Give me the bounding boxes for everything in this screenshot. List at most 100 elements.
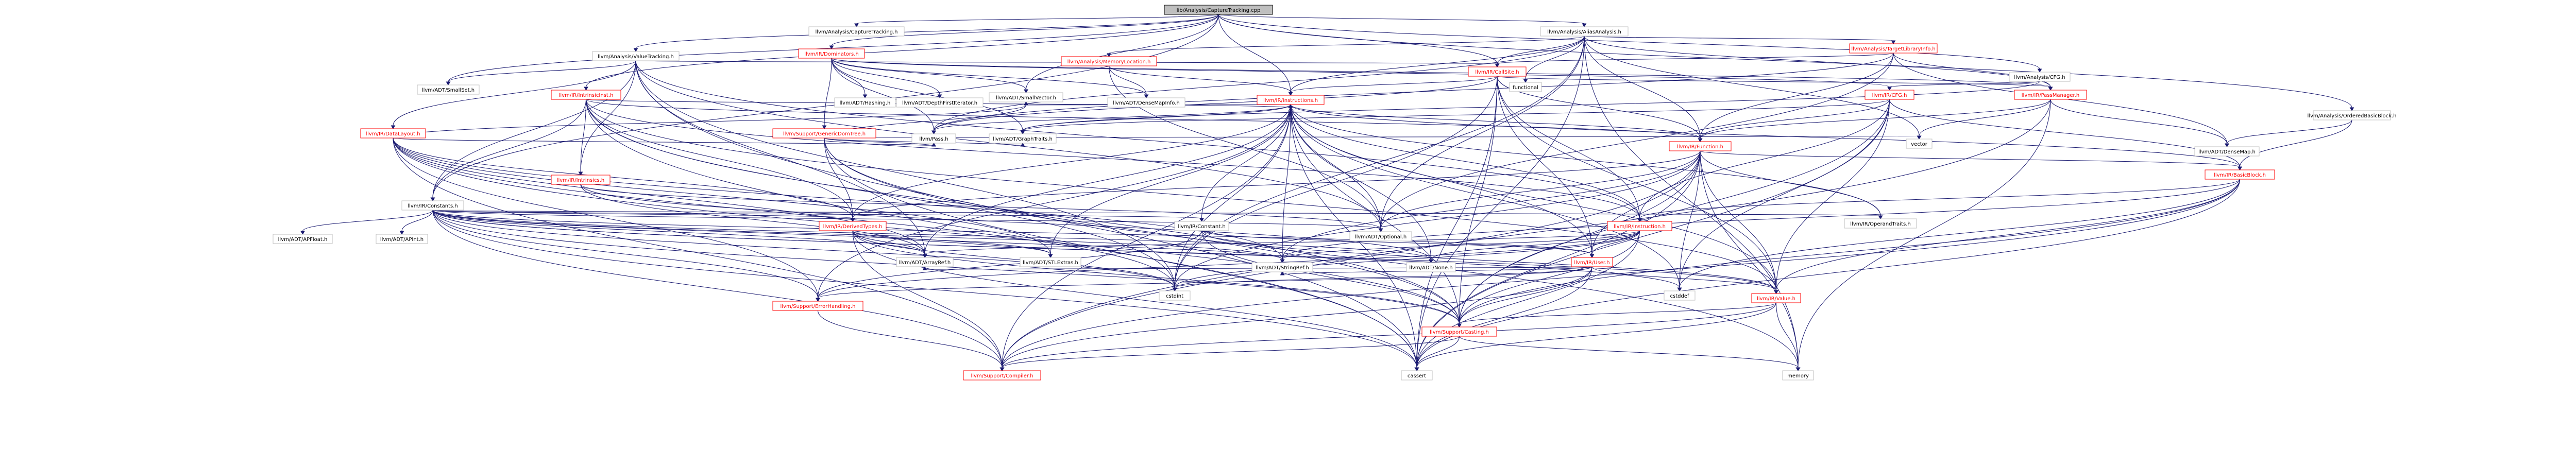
- node-compiler[interactable]: llvm/Support/Compiler.h: [963, 370, 1041, 381]
- node-apint: llvm/ADT/APInt.h: [376, 234, 428, 244]
- node-root: lib/Analysis/CaptureTracking.cpp: [1164, 5, 1273, 15]
- edge-dominators-to-smallvector: [831, 58, 1028, 93]
- node-label: llvm/Support/GenericDomTree.h: [783, 131, 866, 137]
- edge-user-to-value: [1591, 266, 1778, 294]
- edge-instructions-to-constant: [1199, 104, 1291, 222]
- edge-datalayout-to-casting: [393, 137, 1462, 327]
- edge-constants-to-user: [432, 210, 1595, 258]
- node-basicblock[interactable]: llvm/IR/BasicBlock.h: [2205, 169, 2275, 180]
- node-label: llvm/ADT/None.h: [1409, 265, 1452, 271]
- node-value[interactable]: llvm/IR/Value.h: [1751, 293, 1801, 303]
- node-label: llvm/ADT/GraphTraits.h: [993, 136, 1053, 142]
- edge-gdt-to-vector: [824, 135, 1922, 140]
- node-none: llvm/ADT/None.h: [1406, 262, 1456, 272]
- edge-function-to-casting: [1457, 150, 1701, 327]
- node-cassert: cassert: [1401, 370, 1433, 381]
- node-obb: llvm/Analysis/OrderedBasicBlock.h: [2308, 110, 2397, 120]
- edge-callsite-to-value: [1497, 76, 1778, 294]
- edge-instructions-to-instruction: [1290, 104, 1642, 222]
- node-callsite[interactable]: llvm/IR/CallSite.h: [1468, 66, 1527, 77]
- edge-intrinsicinst-to-intrinsics: [578, 99, 586, 176]
- edge-value-to-memory: [1776, 302, 1801, 371]
- node-label: llvm/ADT/SmallSet.h: [422, 88, 474, 93]
- node-smallset: llvm/ADT/SmallSet.h: [417, 84, 480, 95]
- edge-casting-to-cassert: [1414, 336, 1460, 371]
- node-derivedtypes[interactable]: llvm/IR/DerivedTypes.h: [819, 221, 887, 231]
- node-label: memory: [1787, 373, 1809, 379]
- edge-casting-to-compiler: [999, 336, 1460, 371]
- node-label: llvm/Analysis/OrderedBasicBlock.h: [2308, 113, 2397, 119]
- node-memory: memory: [1782, 370, 1814, 381]
- edge-root-to-obb: [1218, 14, 2354, 111]
- edge-passmanager-to-densemap: [2050, 99, 2229, 147]
- edge-instructions-to-basicblock: [1290, 104, 2242, 170]
- edge-instructions-to-pass: [931, 104, 1291, 134]
- edge-memloc-to-optional: [1109, 65, 1383, 232]
- edge-cfg_a-to-cfg_ir: [1887, 81, 2040, 91]
- node-label: llvm/IR/DataLayout.h: [366, 131, 420, 137]
- node-label: llvm/Analysis/ValueTracking.h: [598, 54, 674, 60]
- node-label: llvm/ADT/APFloat.h: [278, 237, 328, 243]
- node-label: llvm/ADT/DenseMap.h: [2198, 149, 2256, 155]
- edge-cfg_ir-to-basicblock: [1889, 99, 2242, 170]
- edge-intrinsicinst-to-constants: [430, 99, 586, 201]
- node-casting[interactable]: llvm/Support/Casting.h: [1421, 326, 1497, 337]
- edge-instruction-to-none: [1429, 230, 1640, 263]
- node-function[interactable]: llvm/IR/Function.h: [1669, 141, 1732, 151]
- edge-callsite-to-instruction: [1497, 76, 1642, 222]
- node-label: vector: [1911, 142, 1928, 147]
- edge-tli_h-to-optional: [1378, 53, 1894, 232]
- edge-instructions-to-operandtraits: [1290, 104, 1883, 219]
- edge-root-to-dominators: [829, 14, 1219, 49]
- node-constants: llvm/IR/Constants.h: [401, 200, 464, 211]
- edge-instruction-to-stringref: [1280, 230, 1640, 263]
- edge-obb-to-densemap: [2225, 119, 2352, 147]
- node-dfi: llvm/ADT/DepthFirstIterator.h: [896, 97, 984, 108]
- edge-root-to-intrinsicinst: [584, 14, 1219, 91]
- node-label: functional: [1513, 85, 1538, 91]
- edge-value-to-cassert: [1414, 302, 1776, 371]
- node-user[interactable]: llvm/IR/User.h: [1571, 257, 1613, 267]
- edge-instruction-to-cassert: [1414, 230, 1640, 371]
- edge-intrinsics-to-none: [580, 184, 1433, 263]
- edge-dominators-to-gdt: [822, 58, 832, 129]
- node-label: llvm/IR/Constant.h: [1178, 224, 1225, 230]
- edge-derivedtypes-to-stlextras: [852, 230, 1053, 258]
- edge-function-to-operandtraits: [1700, 150, 1883, 219]
- node-label: llvm/IR/CallSite.h: [1475, 70, 1519, 75]
- node-vector: vector: [1906, 139, 1933, 149]
- node-dominators[interactable]: llvm/IR/Dominators.h: [798, 48, 865, 59]
- node-intrinsicinst[interactable]: llvm/IR/IntrinsicInst.h: [551, 90, 621, 100]
- node-intrinsics[interactable]: llvm/IR/Intrinsics.h: [551, 175, 611, 185]
- node-label: llvm/IR/Constants.h: [408, 203, 458, 209]
- edge-gdt-to-cassert: [824, 137, 1419, 371]
- node-tli_h[interactable]: llvm/Analysis/TargetLibraryInfo.h: [1849, 43, 1938, 54]
- node-instruction[interactable]: llvm/IR/Instruction.h: [1607, 221, 1672, 231]
- node-optional: llvm/ADT/Optional.h: [1349, 231, 1412, 241]
- edge-datalayout-to-compiler: [393, 137, 1005, 371]
- node-cstddef: cstddef: [1664, 290, 1696, 301]
- node-label: llvm/ADT/DenseMapInfo.h: [1113, 100, 1180, 106]
- node-datalayout[interactable]: llvm/IR/DataLayout.h: [360, 128, 426, 139]
- edge-gdt-to-pass: [824, 137, 936, 147]
- node-errorhandling[interactable]: llvm/Support/ErrorHandling.h: [772, 301, 863, 311]
- node-smallvector: llvm/ADT/SmallVector.h: [989, 92, 1063, 102]
- node-functional: functional: [1509, 82, 1542, 92]
- node-constant: llvm/IR/Constant.h: [1174, 221, 1229, 231]
- node-apfloat: llvm/ADT/APFloat.h: [273, 234, 333, 244]
- edge-user-to-errorhandling: [816, 266, 1592, 302]
- node-memloc[interactable]: llvm/Analysis/MemoryLocation.h: [1061, 56, 1157, 66]
- node-cfg_ir[interactable]: llvm/IR/CFG.h: [1865, 90, 1914, 100]
- edge-instructions-to-arrayref: [922, 104, 1291, 258]
- edge-datalayout-to-cstdint: [393, 137, 1177, 291]
- node-label: llvm/Support/ErrorHandling.h: [781, 304, 856, 309]
- node-label: llvm/IR/Dominators.h: [804, 51, 859, 57]
- node-instructions[interactable]: llvm/IR/Instructions.h: [1257, 95, 1325, 105]
- edge-basicblock-to-cstddef: [1677, 179, 2240, 291]
- node-label: llvm/Analysis/MemoryLocation.h: [1067, 59, 1151, 65]
- edge-instruction-to-arrayref: [922, 230, 1640, 258]
- node-passmanager[interactable]: llvm/IR/PassManager.h: [2014, 90, 2087, 100]
- edge-instruction-to-user: [1589, 230, 1640, 258]
- edge-constants-to-apint: [399, 210, 433, 235]
- node-gdt[interactable]: llvm/Support/GenericDomTree.h: [772, 128, 876, 139]
